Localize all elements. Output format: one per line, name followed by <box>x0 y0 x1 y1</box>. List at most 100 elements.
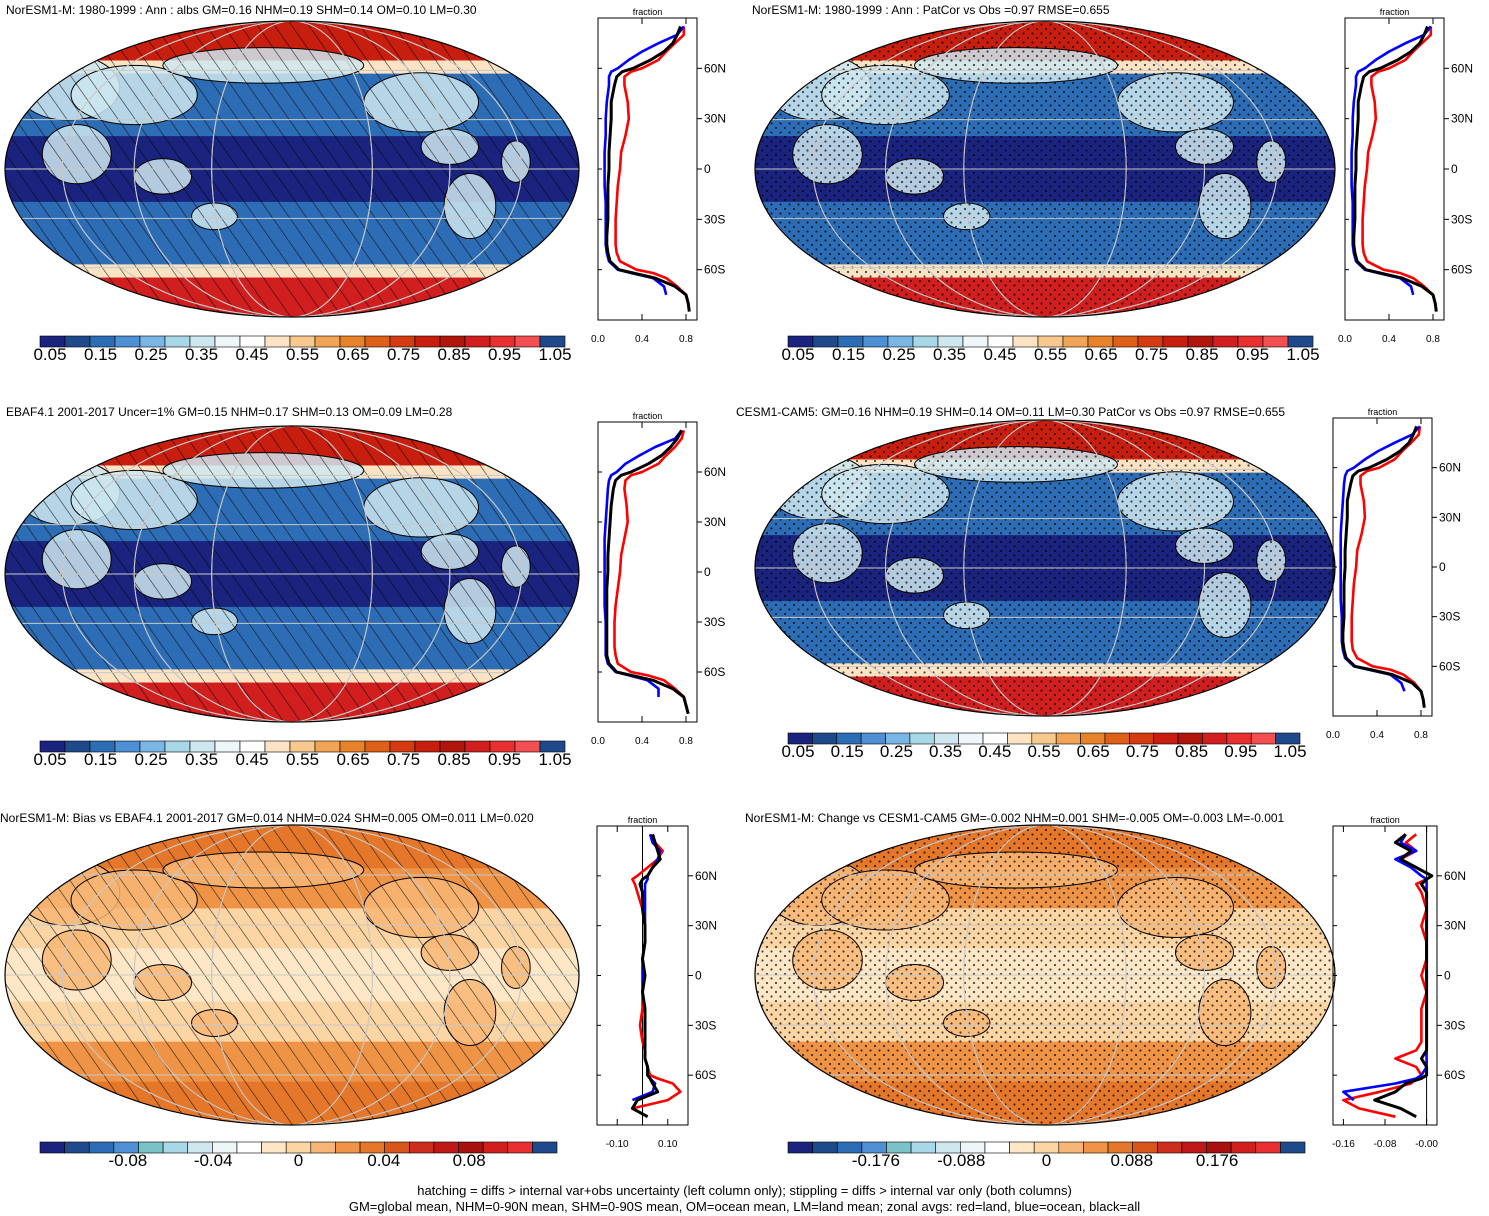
panel-norESM-change: NorESM1-M: Change vs CESM1-CAM5 GM=-0.00… <box>745 811 1466 1170</box>
colorbar-swatch <box>532 1141 558 1154</box>
colorbar-label: 0.75 <box>387 750 420 769</box>
panel-title: NorESM1-M: 1980-1999 : Ann : albs GM=0.1… <box>6 3 477 17</box>
zonal-series-land <box>1361 26 1438 312</box>
colorbar-label: 0.85 <box>437 345 470 364</box>
colorbar-label: 0.55 <box>1034 345 1067 364</box>
colorbar-swatch <box>335 1141 361 1154</box>
lat-label: 0 <box>704 162 711 176</box>
lat-label: 30N <box>1444 919 1466 933</box>
zonal-x-label: -0.08 <box>1374 1139 1397 1150</box>
zonal-x-label: -0.10 <box>606 1139 629 1150</box>
map-outline <box>4 20 580 318</box>
lat-label: 0 <box>1444 969 1451 983</box>
map-outline <box>4 425 580 723</box>
colorbar-swatch <box>482 1141 509 1154</box>
colorbar-label: 0.15 <box>832 345 865 364</box>
colorbar-label: 0.85 <box>1175 742 1208 761</box>
colorbar-label: 0.05 <box>781 345 814 364</box>
zonal-x-label: 0.10 <box>658 1139 678 1150</box>
map-outline <box>754 20 1336 318</box>
colorbar-label: 0.75 <box>387 345 420 364</box>
zonal-title: fraction <box>633 411 663 421</box>
colorbar-label: 0.55 <box>286 750 319 769</box>
colorbar-label: 0.088 <box>1111 1151 1154 1170</box>
colorbar-label: -0.088 <box>937 1151 985 1170</box>
colorbar-label: -0.08 <box>109 1151 148 1170</box>
colorbar-swatch <box>236 1141 262 1154</box>
panel-title: NorESM1-M: 1980-1999 : Ann : PatCor vs O… <box>752 3 1110 17</box>
panels-layer: NorESM1-M: 1980-1999 : Ann : albs GM=0.1… <box>0 3 1473 1170</box>
colorbar-label: 0.95 <box>488 750 521 769</box>
zonal-x-label: 0.8 <box>679 334 693 345</box>
colorbar-label: 0.35 <box>929 742 962 761</box>
lat-label: 60S <box>704 263 725 277</box>
zonal-x-label: 0.0 <box>1338 334 1352 345</box>
lat-label: 30S <box>1439 610 1460 624</box>
colorbar-label: 0.45 <box>983 345 1016 364</box>
colorbar-swatch <box>1255 1141 1281 1154</box>
map-field <box>5 426 579 722</box>
colorbar-label: 0.15 <box>84 750 117 769</box>
zonal-series-land <box>613 429 690 715</box>
colorbar-label: 0.85 <box>437 750 470 769</box>
colorbar-swatch <box>1280 1141 1306 1154</box>
colorbar-label: 0.35 <box>185 750 218 769</box>
zonal-series-land <box>1350 426 1426 708</box>
colorbar-swatch <box>1156 1141 1183 1154</box>
colorbar-swatch <box>39 1141 65 1154</box>
colorbar-label: 0.15 <box>831 742 864 761</box>
colorbar-label: 0.45 <box>235 750 268 769</box>
zonal-title: fraction <box>1368 407 1398 417</box>
colorbar-label: 0.05 <box>33 750 66 769</box>
map-outline <box>4 824 580 1126</box>
colorbar-label: 0.65 <box>1077 742 1110 761</box>
colorbar-label: 0.95 <box>1236 345 1269 364</box>
zonal-series-all <box>1352 25 1438 312</box>
colorbar-label: 1.05 <box>538 345 571 364</box>
lat-label: 60N <box>704 61 726 75</box>
panel-cesm-mean: CESM1-CAM5: GM=0.16 NHM=0.19 SHM=0.14 OM… <box>736 405 1461 761</box>
colorbar-swatch <box>812 1141 838 1154</box>
panel-norESM-bias: NorESM1-M: Bias vs EBAF4.1 2001-2017 GM=… <box>0 811 717 1170</box>
zonal-series-all <box>605 429 690 715</box>
colorbar-swatch <box>1009 1141 1035 1154</box>
lat-label: 60S <box>1439 659 1460 673</box>
lat-label: 30N <box>1451 112 1473 126</box>
colorbar-label: 0.05 <box>33 345 66 364</box>
lat-label: 60S <box>1451 263 1472 277</box>
zonal-frame <box>597 17 698 321</box>
panel-norESM-mean: NorESM1-M: 1980-1999 : Ann : albs GM=0.1… <box>4 3 726 364</box>
colorbar-label: -0.04 <box>194 1151 233 1170</box>
colorbar-label: 0.65 <box>336 750 369 769</box>
lat-label: 0 <box>1439 560 1446 574</box>
zonal-x-label: 0.4 <box>635 736 649 747</box>
colorbar-label: 0.25 <box>880 742 913 761</box>
zonal-title: fraction <box>1380 7 1410 17</box>
zonal-x-label: -0.16 <box>1332 1139 1355 1150</box>
colorbar-label: 0.35 <box>185 345 218 364</box>
zonal-series-all <box>1341 425 1426 708</box>
zonal-frame <box>1344 17 1445 321</box>
zonal-x-label: 0.0 <box>591 736 605 747</box>
footer-line-2: GM=global mean, NHM=0-90N mean, SHM=0-90… <box>348 1199 1141 1214</box>
lat-label: 30S <box>695 1018 716 1032</box>
map-field <box>755 420 1335 716</box>
colorbar-swatch <box>507 1141 533 1154</box>
zonal-x-label: 0.8 <box>1426 334 1440 345</box>
panel-title: EBAF4.1 2001-2017 Uncer=1% GM=0.15 NHM=0… <box>6 405 453 419</box>
lat-label: 60N <box>1444 869 1466 883</box>
lat-label: 30S <box>704 212 725 226</box>
colorbar-label: 0.176 <box>1196 1151 1239 1170</box>
colorbar-swatch <box>1058 1141 1084 1154</box>
lat-label: 30S <box>1451 212 1472 226</box>
lat-label: 30S <box>1444 1018 1465 1032</box>
colorbar-label: 0.75 <box>1135 345 1168 364</box>
zonal-series-all <box>1373 833 1434 1119</box>
panel-ebaf-mean: EBAF4.1 2001-2017 Uncer=1% GM=0.15 NHM=0… <box>4 405 726 769</box>
colorbar-swatch <box>162 1141 189 1154</box>
zonal-frame <box>597 421 698 723</box>
colorbar-swatch <box>539 740 566 753</box>
lat-label: 60N <box>1451 61 1473 75</box>
zonal-series-land <box>631 833 682 1118</box>
colorbar-swatch <box>408 1141 435 1154</box>
